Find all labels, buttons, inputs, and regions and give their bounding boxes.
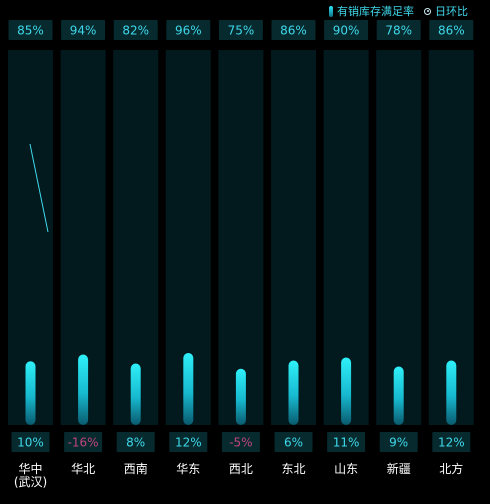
rate-value-label-0: 85% bbox=[17, 24, 44, 38]
rate-label-box-4 bbox=[218, 20, 263, 40]
category-label-6: 山东 bbox=[334, 462, 358, 476]
change-value-label-4: -5% bbox=[229, 436, 252, 450]
rate-label-box-5 bbox=[271, 20, 316, 40]
legend-bar-label: 有销库存满足率 bbox=[337, 5, 414, 18]
change-label-box-5 bbox=[274, 432, 313, 452]
change-label-box-2 bbox=[116, 432, 155, 452]
column-bg-7 bbox=[376, 50, 422, 425]
change-value-label-0: 10% bbox=[17, 436, 44, 450]
legend: 有销库存满足率 日环比 bbox=[329, 3, 468, 19]
category-label-4: 西北 bbox=[229, 462, 253, 476]
legend-dot-swatch bbox=[424, 7, 431, 15]
category-label-5: 东北 bbox=[281, 462, 305, 476]
change-label-box-1 bbox=[64, 432, 103, 452]
rate-bar-7 bbox=[393, 366, 404, 425]
rate-bar-0 bbox=[25, 361, 36, 425]
rate-bar-5 bbox=[288, 360, 299, 425]
change-value-label-6: 11% bbox=[333, 436, 360, 450]
rate-bar-6 bbox=[341, 357, 352, 425]
legend-item-bar[interactable]: 有销库存满足率 bbox=[329, 3, 414, 19]
category-label-2: 西南 bbox=[124, 461, 148, 476]
change-value-label-8: 12% bbox=[438, 436, 465, 450]
rate-value-label-2: 82% bbox=[122, 24, 149, 38]
legend-bar-swatch bbox=[329, 5, 333, 17]
rate-value-label-4: 75% bbox=[228, 24, 255, 38]
change-label-box-0 bbox=[11, 432, 50, 452]
change-label-box-4 bbox=[221, 432, 260, 452]
change-value-label-2: 8% bbox=[126, 436, 145, 450]
rate-label-box-3 bbox=[166, 20, 211, 40]
change-label-box-8 bbox=[432, 432, 471, 452]
rate-value-label-1: 94% bbox=[70, 24, 97, 38]
rate-label-box-6 bbox=[324, 20, 369, 40]
rate-bar-1 bbox=[78, 354, 89, 425]
rate-label-box-0 bbox=[8, 20, 53, 40]
change-value-label-1: -16% bbox=[68, 436, 99, 450]
rate-bar-2 bbox=[130, 363, 141, 425]
legend-item-line[interactable]: 日环比 bbox=[424, 3, 468, 19]
rate-bar-8 bbox=[446, 360, 457, 425]
trend-line-segment bbox=[29, 143, 49, 233]
category-label-1: 华北 bbox=[71, 462, 95, 476]
rate-value-label-7: 78% bbox=[385, 24, 412, 38]
column-bg-2 bbox=[113, 50, 159, 425]
rate-label-box-1 bbox=[61, 20, 106, 40]
rate-bar-4 bbox=[235, 368, 246, 425]
change-value-label-7: 9% bbox=[389, 436, 408, 450]
category-label-7: 新疆 bbox=[387, 461, 411, 476]
rate-value-label-8: 86% bbox=[438, 24, 465, 38]
change-label-box-6 bbox=[327, 432, 366, 452]
legend-line-label: 日环比 bbox=[435, 5, 468, 18]
rate-value-label-6: 90% bbox=[333, 24, 360, 38]
change-label-box-3 bbox=[169, 432, 208, 452]
change-value-label-3: 12% bbox=[175, 436, 202, 450]
category-label-8: 北方 bbox=[439, 461, 463, 476]
rate-label-box-7 bbox=[376, 20, 421, 40]
change-label-box-7 bbox=[379, 432, 418, 452]
rate-label-box-2 bbox=[113, 20, 158, 40]
category-label-0: 华中(武汉) bbox=[14, 461, 47, 489]
column-bg-4 bbox=[218, 50, 264, 425]
rate-value-label-5: 86% bbox=[280, 24, 307, 38]
rate-bar-3 bbox=[183, 353, 194, 425]
change-value-label-5: 6% bbox=[284, 436, 303, 450]
rate-label-box-8 bbox=[429, 20, 474, 40]
category-label-3: 华东 bbox=[176, 462, 200, 476]
rate-value-label-3: 96% bbox=[175, 24, 202, 38]
